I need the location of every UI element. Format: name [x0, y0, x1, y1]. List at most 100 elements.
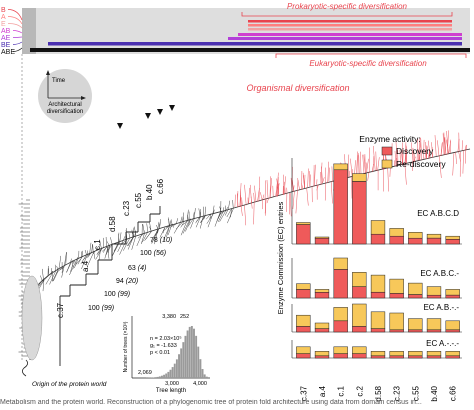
tree-twig	[70, 260, 75, 272]
tree-twig	[146, 223, 149, 232]
hist-bar	[160, 375, 163, 378]
bar-rediscovery	[352, 303, 367, 327]
bar-discovery	[426, 237, 442, 245]
lineage-connector-ae	[12, 36, 23, 38]
bar-rediscovery	[352, 173, 367, 182]
hist-tick-label: 3,000	[165, 381, 179, 387]
bar-discovery	[352, 326, 367, 333]
organismal-diversification-label: Organismal diversification	[246, 83, 349, 93]
bar-discovery	[445, 329, 460, 333]
tree-twig	[182, 212, 185, 223]
hist-stat: g₁ = -1.633	[150, 343, 177, 349]
bar-discovery	[445, 294, 460, 299]
hist-tick-label: 4,000	[193, 381, 207, 387]
tree-twig	[159, 227, 165, 238]
bar-rediscovery	[352, 346, 367, 354]
tree-twig	[112, 242, 119, 256]
origin-label: Origin of the protein world	[32, 381, 107, 388]
tree-twig	[439, 155, 442, 178]
tree-twig	[49, 270, 53, 276]
hist-stat: p < 0.01	[150, 350, 170, 356]
bar-discovery	[314, 355, 330, 359]
hist-bar	[193, 328, 195, 378]
tree-twig	[394, 150, 397, 167]
tree-twig	[262, 194, 265, 200]
time-inset: Time Architectural diversification	[38, 69, 92, 123]
tree-twig	[153, 227, 160, 238]
bar-rediscovery	[314, 351, 330, 357]
bar-rediscovery	[389, 351, 404, 357]
tree-twig	[131, 229, 134, 238]
tree-twig	[219, 206, 222, 213]
tree-twig	[350, 158, 353, 177]
tree-twig	[295, 189, 298, 214]
tree-twig	[289, 192, 292, 217]
tree-twig	[354, 160, 356, 176]
bar-category-label: c.23	[393, 385, 402, 401]
tree-twig	[426, 146, 428, 159]
tree-twig	[362, 154, 365, 174]
bar-discovery	[296, 353, 311, 359]
tree-twig	[98, 249, 101, 261]
clade-label-c-37: c.37	[56, 302, 65, 318]
hist-bar	[195, 335, 198, 378]
tree-twig	[440, 143, 443, 157]
bar-discovery	[389, 235, 404, 245]
tree-twig	[240, 205, 243, 216]
tree-twig	[301, 183, 304, 190]
hist-bar	[175, 359, 178, 378]
bar-discovery	[370, 355, 386, 359]
ec-group-label: EC A.B.C.D	[417, 209, 459, 218]
tree-twig	[180, 222, 184, 228]
tree-twig	[241, 197, 243, 206]
time-arrowhead-icon	[46, 70, 50, 75]
tree-twig	[455, 151, 457, 165]
tree-twig	[65, 251, 67, 264]
bar-discovery	[408, 329, 423, 333]
lineage-label-a: A	[1, 14, 6, 21]
bar-discovery	[408, 294, 423, 299]
bar-rediscovery	[389, 312, 404, 331]
tree-twig	[42, 275, 50, 282]
tree-twig	[140, 233, 145, 245]
hist-stat: n = 2.03×10⁵	[150, 335, 182, 342]
hist-xlabel: Tree length	[156, 388, 186, 394]
tree-twig	[73, 260, 76, 264]
tree-twig	[292, 180, 294, 192]
lineage-bar-ab	[238, 33, 462, 36]
tree-twig	[91, 244, 93, 253]
bar-rediscovery	[333, 163, 348, 171]
tree-twig	[102, 246, 108, 252]
tree-twig	[59, 267, 64, 271]
lineage-bar-abe	[30, 48, 470, 52]
tree-twig	[168, 218, 170, 226]
tree-twig	[42, 275, 49, 282]
tree-twig	[206, 213, 212, 220]
clade-arrow-icon	[157, 109, 163, 115]
phylogenetic-tree	[18, 105, 471, 360]
eukaryotic-label: Eukaryotic-specific diversification	[309, 59, 427, 68]
prokaryotic-bracket	[241, 12, 453, 17]
tree-twig	[142, 231, 148, 243]
tree-twig	[89, 242, 92, 255]
ec-group-label: EC A.-.-.-	[426, 339, 459, 348]
bar-discovery	[314, 328, 330, 333]
tree-twig	[306, 187, 309, 206]
bar-rediscovery	[296, 222, 311, 225]
tree-twig	[214, 212, 221, 227]
tree-twig	[431, 142, 433, 158]
clade-label-c-66: c.66	[156, 178, 165, 194]
tree-twig	[303, 175, 305, 189]
bar-category-label: c.1	[337, 385, 346, 396]
tree-twig	[297, 180, 299, 190]
lineage-label-b: B	[1, 7, 6, 14]
tree-twig	[413, 151, 416, 162]
tree-backbone	[29, 148, 471, 301]
tree-twig	[269, 178, 272, 199]
bar-rediscovery	[296, 283, 311, 290]
tree-twig	[52, 267, 60, 282]
tree-twig	[136, 233, 143, 247]
tree-twig	[187, 214, 189, 221]
tree-twig	[180, 220, 188, 236]
